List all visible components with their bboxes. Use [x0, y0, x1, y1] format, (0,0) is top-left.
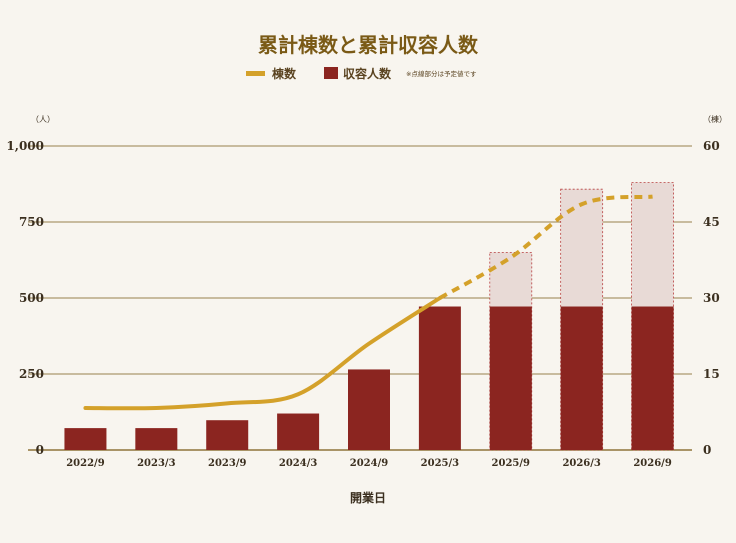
- bar: [560, 306, 603, 450]
- y-left-tick-label: 1,000: [6, 139, 44, 153]
- bar: [418, 306, 461, 450]
- x-tick-label: 2024/9: [350, 458, 388, 469]
- x-tick-label: 2022/9: [66, 458, 104, 469]
- legend-line-swatch: [246, 71, 265, 76]
- x-tick-label: 2023/9: [208, 458, 246, 469]
- y-right-tick-label: 60: [703, 139, 720, 153]
- bar: [135, 428, 178, 450]
- x-tick-label: 2026/3: [562, 458, 600, 469]
- legend: 棟数 収容人数 ※点線部分は予定値です: [246, 66, 477, 81]
- y-left-tick-label: 250: [19, 367, 44, 381]
- legend-bar-swatch: [324, 67, 338, 79]
- y-right-tick-label: 30: [703, 291, 720, 305]
- bar: [277, 413, 320, 450]
- chart-title: 累計棟数と累計収容人数: [258, 33, 479, 57]
- x-axis-label: 開業日: [350, 490, 386, 505]
- bar: [489, 306, 532, 450]
- y-left-unit: （人）: [31, 115, 55, 124]
- legend-bar-label: 収容人数: [343, 66, 392, 81]
- y-axis-right: 0 15 30 45 60: [703, 139, 720, 457]
- bar: [64, 428, 107, 450]
- bars: [64, 182, 674, 451]
- legend-note: ※点線部分は予定値です: [406, 69, 477, 78]
- y-left-tick-label: 750: [19, 215, 44, 229]
- y-right-tick-label: 45: [703, 215, 720, 229]
- line-series: [83, 194, 653, 411]
- x-tick-label: 2025/3: [421, 458, 459, 469]
- bar: [206, 420, 249, 450]
- line-planned: [438, 194, 653, 300]
- y-axis-left: 0 250 500 750 1,000: [6, 139, 44, 457]
- x-tick-label: 2026/9: [633, 458, 671, 469]
- y-left-tick-label: 500: [19, 291, 44, 305]
- x-tick-label: 2023/3: [137, 458, 175, 469]
- y-left-tick-label: 0: [36, 443, 44, 457]
- x-axis: 2022/9 2023/3 2023/9 2024/3 2024/9 2025/3 2025…: [66, 458, 672, 469]
- y-right-unit: （棟）: [703, 114, 727, 124]
- x-tick-label: 2025/9: [492, 458, 530, 469]
- bar: [631, 306, 674, 450]
- bar: [348, 369, 390, 450]
- y-right-tick-label: 0: [703, 443, 711, 457]
- x-tick-label: 2024/3: [279, 458, 317, 469]
- y-right-tick-label: 15: [703, 367, 720, 381]
- line-actual: [83, 296, 442, 411]
- legend-line-label: 棟数: [272, 66, 297, 81]
